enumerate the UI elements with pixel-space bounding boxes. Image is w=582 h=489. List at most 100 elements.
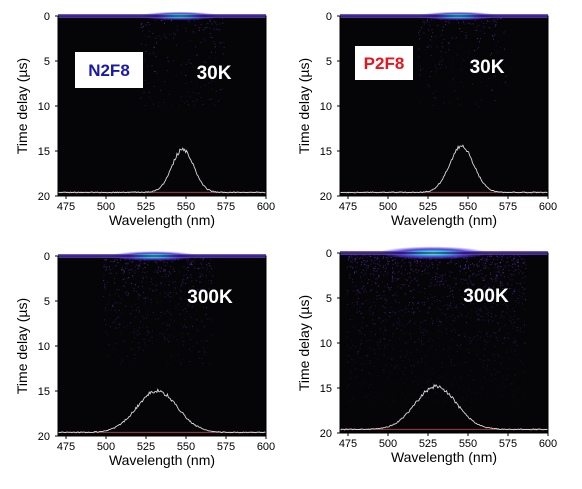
noise-point [438, 321, 440, 323]
noise-point [354, 367, 356, 369]
noise-point [128, 272, 130, 274]
noise-point [179, 297, 181, 299]
noise-point [393, 323, 395, 325]
noise-point [214, 43, 216, 45]
noise-point [203, 29, 205, 31]
noise-point [147, 260, 149, 262]
noise-point [387, 377, 389, 379]
noise-point [423, 334, 425, 336]
noise-point [498, 371, 500, 373]
noise-point [466, 396, 468, 398]
noise-point [142, 30, 144, 32]
noise-point [366, 325, 368, 327]
noise-point [198, 92, 200, 94]
noise-point [447, 285, 449, 287]
noise-point [364, 334, 366, 336]
noise-point [394, 299, 396, 301]
noise-point [455, 374, 457, 376]
noise-point [205, 340, 207, 342]
noise-point [117, 316, 119, 318]
noise-point [173, 336, 175, 338]
noise-point [351, 266, 353, 268]
noise-point [110, 326, 111, 328]
noise-point [149, 288, 151, 290]
noise-point [409, 302, 411, 304]
noise-point [128, 277, 130, 279]
noise-point [480, 331, 482, 333]
noise-point [189, 361, 191, 362]
noise-point [431, 262, 433, 264]
noise-point [452, 296, 454, 298]
noise-point [482, 387, 484, 389]
noise-point [518, 302, 520, 304]
noise-point [465, 291, 467, 293]
noise-point [369, 360, 371, 362]
noise-point [405, 283, 407, 285]
noise-point [363, 289, 365, 291]
noise-point [166, 70, 168, 72]
noise-point [385, 399, 387, 401]
noise-point [351, 340, 353, 342]
noise-point [376, 291, 378, 293]
noise-point [146, 271, 148, 273]
noise-point [184, 324, 186, 326]
noise-point [411, 258, 413, 260]
noise-point [395, 262, 396, 264]
noise-point [423, 320, 425, 322]
noise-point [350, 370, 352, 372]
noise-point [514, 311, 515, 313]
noise-point [187, 277, 189, 279]
noise-point [478, 106, 480, 108]
noise-point [209, 56, 211, 58]
noise-point [198, 27, 200, 29]
noise-point [372, 405, 374, 407]
noise-point [504, 340, 506, 342]
noise-point [139, 327, 141, 329]
noise-point [376, 295, 378, 297]
noise-point [425, 260, 427, 262]
noise-point [515, 340, 517, 342]
noise-point [394, 365, 396, 367]
noise-point [522, 262, 524, 264]
noise-point [359, 329, 361, 331]
noise-point [459, 28, 461, 30]
noise-point [349, 319, 351, 321]
noise-point [168, 275, 170, 277]
noise-point [449, 102, 451, 104]
noise-point [440, 309, 442, 311]
noise-point [143, 318, 145, 320]
noise-point [502, 394, 504, 396]
noise-point [477, 48, 479, 50]
noise-point [462, 396, 464, 398]
noise-point [415, 262, 417, 264]
noise-point [208, 82, 210, 84]
noise-point [198, 357, 200, 359]
noise-point [455, 263, 457, 264]
noise-point [469, 352, 471, 354]
noise-point [415, 278, 416, 280]
noise-point [356, 293, 358, 295]
noise-point [429, 338, 431, 340]
noise-point [451, 364, 453, 366]
noise-point [133, 290, 135, 292]
noise-point [406, 354, 408, 356]
noise-point [497, 277, 499, 279]
noise-point [421, 262, 423, 264]
noise-point [514, 342, 516, 344]
noise-point [424, 288, 426, 289]
noise-point [123, 277, 125, 279]
noise-point [392, 259, 394, 261]
noise-point [357, 298, 359, 299]
noise-point [488, 359, 490, 361]
noise-point [482, 277, 484, 279]
noise-point [443, 348, 445, 350]
noise-point [104, 310, 106, 312]
noise-point [398, 311, 400, 313]
noise-point [360, 257, 361, 259]
noise-point [349, 383, 351, 385]
noise-point [509, 357, 511, 359]
noise-point [181, 279, 183, 281]
noise-point [372, 301, 374, 303]
noise-point [493, 299, 495, 301]
noise-point [365, 260, 367, 262]
